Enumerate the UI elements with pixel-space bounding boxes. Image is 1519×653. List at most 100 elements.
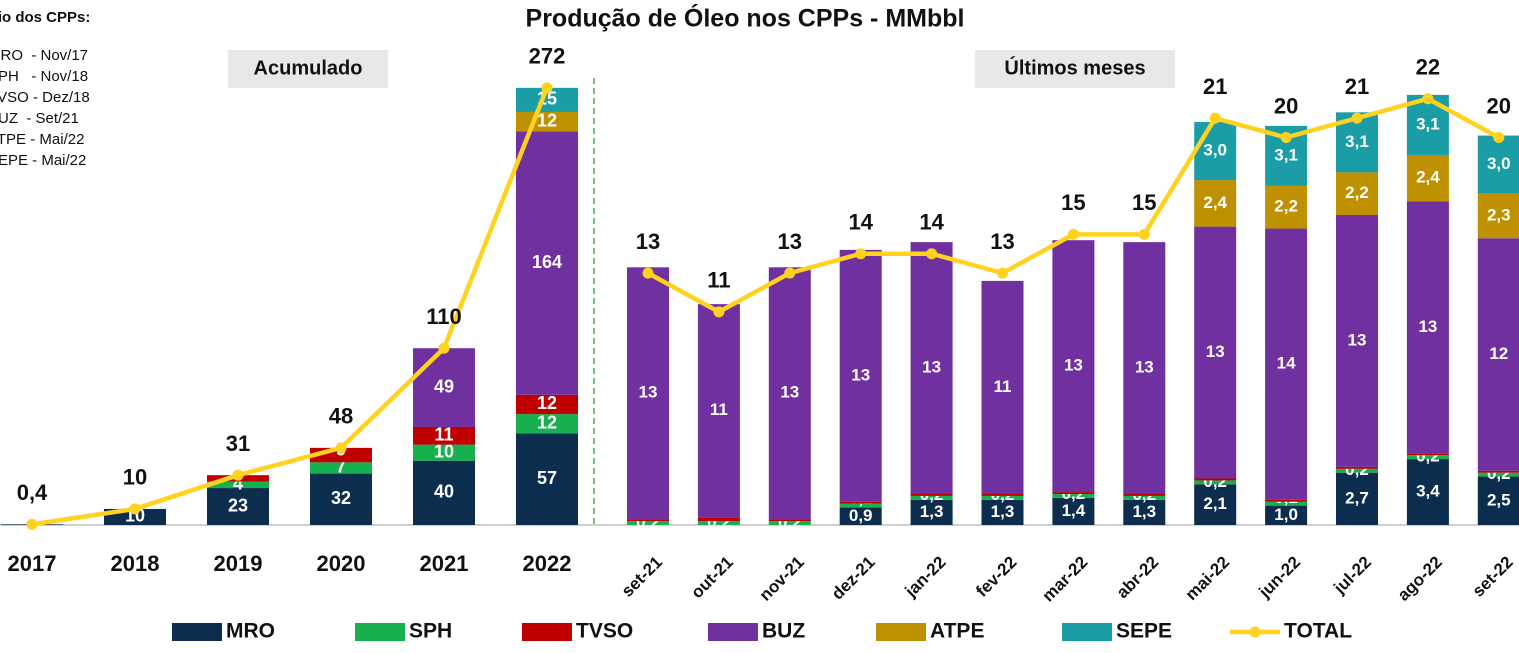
bar-segment [1477,238,1519,471]
data-label: 164 [532,252,562,272]
total-point [335,442,347,454]
data-label: 13 [1418,317,1437,336]
data-label: 3,0 [1487,154,1511,173]
bar-segment [1336,215,1378,467]
data-label: 2,2 [1274,197,1298,216]
total-point [438,342,450,354]
total-label: 272 [529,44,566,69]
bar-segment [697,304,740,518]
legend-swatch [876,623,926,641]
data-label: 23 [228,495,248,515]
bar-segment [697,521,740,525]
bar-segment [1194,226,1237,479]
data-label: 2,2 [1345,183,1369,202]
data-label: 12 [1489,344,1508,363]
bar-segment [1052,240,1095,493]
x-tick-label: 2017 [8,551,57,576]
bar-segment [1406,459,1449,525]
total-label: 13 [636,229,660,254]
total-label: 14 [848,210,873,235]
legend-swatch [355,623,405,641]
bar-segment [1123,495,1166,500]
bar-segment [1123,242,1166,494]
x-tick-label: set-22 [1469,553,1517,601]
total-label: 20 [1487,93,1511,118]
x-tick-label: 2020 [317,551,366,576]
bar-segment [516,414,578,434]
bar-segment [1194,478,1237,481]
bar-segment [910,499,953,525]
data-label: 4 [233,474,243,494]
subtitle-box [975,50,1175,88]
x-tick-label: 2022 [523,551,572,576]
total-label: 48 [329,404,353,429]
total-point [1351,112,1363,124]
total-point [26,518,38,530]
data-label: 1,4 [1062,501,1086,520]
data-label: 49 [434,376,454,396]
x-tick-label: 2019 [214,551,263,576]
legend-label: SEPE [1116,620,1172,643]
bar-segment [1194,180,1237,227]
x-tick-label: ago-22 [1394,553,1446,605]
total-label: 13 [778,229,802,254]
bar-segment [839,501,882,504]
total-label: 15 [1061,190,1085,215]
data-label: 14 [1277,354,1296,373]
x-tick-label: jul-22 [1329,553,1375,599]
total-point [1493,132,1505,143]
panel-subtitle: Acumulado [254,57,363,79]
bar-segment [310,473,372,525]
bar-segment [1123,499,1166,525]
bar-segment [207,481,269,489]
legend-label: SPH [409,620,452,643]
data-label: 2,4 [1203,193,1227,212]
total-point [997,267,1008,279]
total-label: 110 [426,304,462,329]
bar-segment [1477,193,1519,239]
note-item: SPH - Nov/18 [0,68,88,85]
bar-segment [1052,492,1095,494]
data-label: 13 [1135,358,1154,377]
bar-segment [1052,497,1095,525]
legend-swatch [1249,626,1261,638]
bar-segment [981,494,1024,496]
bar-segment [981,499,1024,525]
data-label: 12 [537,393,557,413]
bar-segment [1265,499,1308,502]
bar-segment [627,267,669,520]
total-point [541,82,553,94]
bar-segment [839,249,882,502]
bar-segment [1194,480,1237,485]
bar-segment [516,131,578,395]
data-label: 3,1 [1345,132,1369,151]
total-label: 13 [990,229,1014,254]
note-item: BUZ - Set/21 [0,110,79,127]
data-label: 40 [434,482,454,502]
bar-segment [839,503,882,508]
legend-label: BUZ [762,620,805,643]
data-label: 2,5 [1487,490,1511,509]
note-item: SEPE - Mai/22 [0,152,86,169]
data-label: 12 [537,413,557,433]
total-line [31,87,550,527]
total-point [232,469,244,481]
data-label: 2,4 [1416,168,1440,187]
legend-swatch [522,623,572,641]
data-label: 4 [233,457,243,477]
bar-segment [627,519,669,522]
total-point [1067,228,1079,240]
data-label: 13 [1206,342,1225,361]
legend-swatch [708,623,758,641]
bar-segment [1265,228,1308,500]
data-label: 13 [851,365,870,384]
bar-segment [1406,453,1449,456]
bar-segment [981,495,1024,500]
bar-segment [516,394,578,415]
total-point [1280,132,1292,143]
data-label: 12 [537,110,557,130]
total-point [642,267,654,279]
total-label: 15 [1132,190,1156,215]
bar-segment [1052,494,1095,498]
data-label: 3,1 [1274,145,1298,164]
